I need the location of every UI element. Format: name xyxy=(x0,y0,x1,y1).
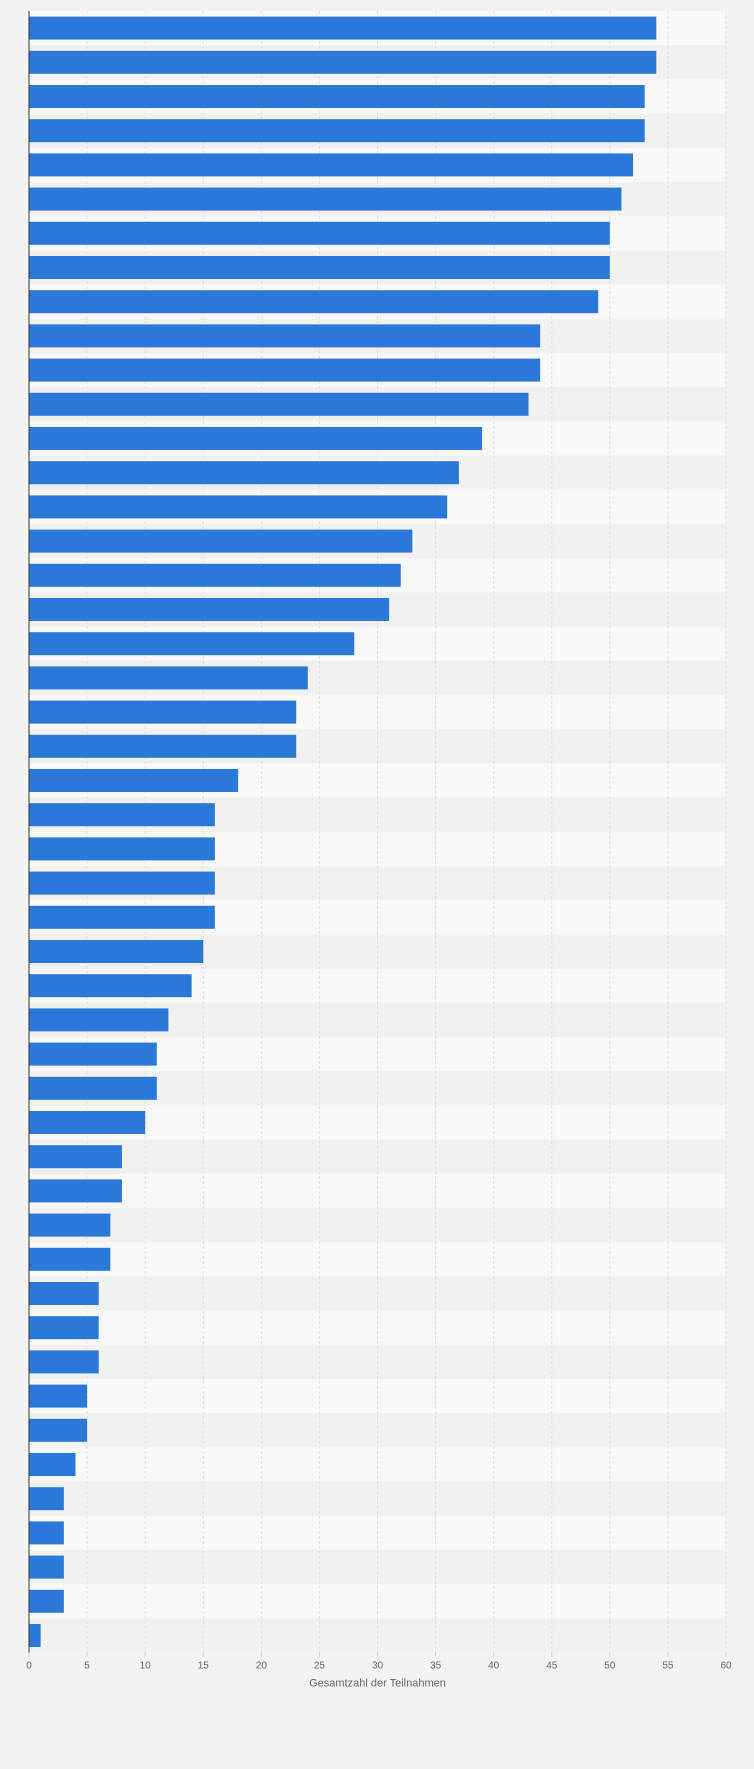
bar[interactable] xyxy=(29,1247,111,1271)
bar[interactable] xyxy=(29,1521,64,1545)
bar[interactable] xyxy=(29,427,483,450)
bar[interactable] xyxy=(29,1042,157,1066)
x-tick-label: 10 xyxy=(140,1661,152,1672)
bar[interactable] xyxy=(29,495,448,519)
bar[interactable] xyxy=(29,324,541,348)
bar[interactable] xyxy=(29,392,529,416)
bar[interactable] xyxy=(29,256,610,279)
bar[interactable] xyxy=(29,1145,122,1169)
bar[interactable] xyxy=(29,290,599,314)
x-tick-label: 35 xyxy=(430,1661,442,1672)
x-tick-label: 15 xyxy=(198,1661,210,1672)
bar[interactable] xyxy=(29,974,192,998)
bar[interactable] xyxy=(29,187,622,211)
bar[interactable] xyxy=(29,1111,146,1134)
x-tick-label: 5 xyxy=(84,1661,90,1672)
bar[interactable] xyxy=(29,1555,64,1579)
bar[interactable] xyxy=(29,598,390,621)
bar[interactable] xyxy=(29,1179,122,1203)
bar[interactable] xyxy=(29,1008,169,1032)
bar[interactable] xyxy=(29,769,239,792)
bar[interactable] xyxy=(29,803,215,827)
x-tick-label: 30 xyxy=(372,1661,384,1672)
bar[interactable] xyxy=(29,50,657,74)
x-tick-label: 45 xyxy=(546,1661,558,1672)
bar[interactable] xyxy=(29,1282,99,1305)
x-tick-label: 40 xyxy=(488,1661,500,1672)
bars xyxy=(29,16,657,1647)
bar[interactable] xyxy=(29,1487,64,1511)
bar[interactable] xyxy=(29,1076,157,1100)
bar[interactable] xyxy=(29,700,297,724)
x-tick-label: 20 xyxy=(256,1661,268,1672)
bar[interactable] xyxy=(29,85,645,108)
bar[interactable] xyxy=(29,1213,111,1237)
x-tick-label: 55 xyxy=(662,1661,674,1672)
x-axis-title: Gesamtzahl der Teilnahmen xyxy=(309,1678,446,1690)
bar[interactable] xyxy=(29,563,401,587)
bar[interactable] xyxy=(29,221,610,245)
bar[interactable] xyxy=(29,1589,64,1613)
bar[interactable] xyxy=(29,119,645,143)
bar[interactable] xyxy=(29,1384,88,1408)
bar[interactable] xyxy=(29,632,355,656)
bar[interactable] xyxy=(29,1316,99,1340)
bar[interactable] xyxy=(29,905,215,929)
x-tick-label: 50 xyxy=(604,1661,616,1672)
bar[interactable] xyxy=(29,1624,41,1647)
bar[interactable] xyxy=(29,837,215,861)
bar[interactable] xyxy=(29,871,215,895)
bar[interactable] xyxy=(29,1453,76,1476)
bar[interactable] xyxy=(29,153,634,177)
bar[interactable] xyxy=(29,529,413,553)
bar[interactable] xyxy=(29,358,541,382)
bar[interactable] xyxy=(29,1350,99,1374)
x-tick-label: 0 xyxy=(26,1661,32,1672)
bar[interactable] xyxy=(29,461,459,485)
x-tick-label: 60 xyxy=(720,1661,732,1672)
x-tick-label: 25 xyxy=(314,1661,326,1672)
bar[interactable] xyxy=(29,940,204,963)
bar[interactable] xyxy=(29,1418,88,1442)
bar[interactable] xyxy=(29,734,297,758)
x-axis-ticks: 0 5 10 15 20 25 30 35 40 45 50 55 60 xyxy=(26,1652,732,1672)
bar[interactable] xyxy=(29,666,308,690)
bar[interactable] xyxy=(29,16,657,40)
